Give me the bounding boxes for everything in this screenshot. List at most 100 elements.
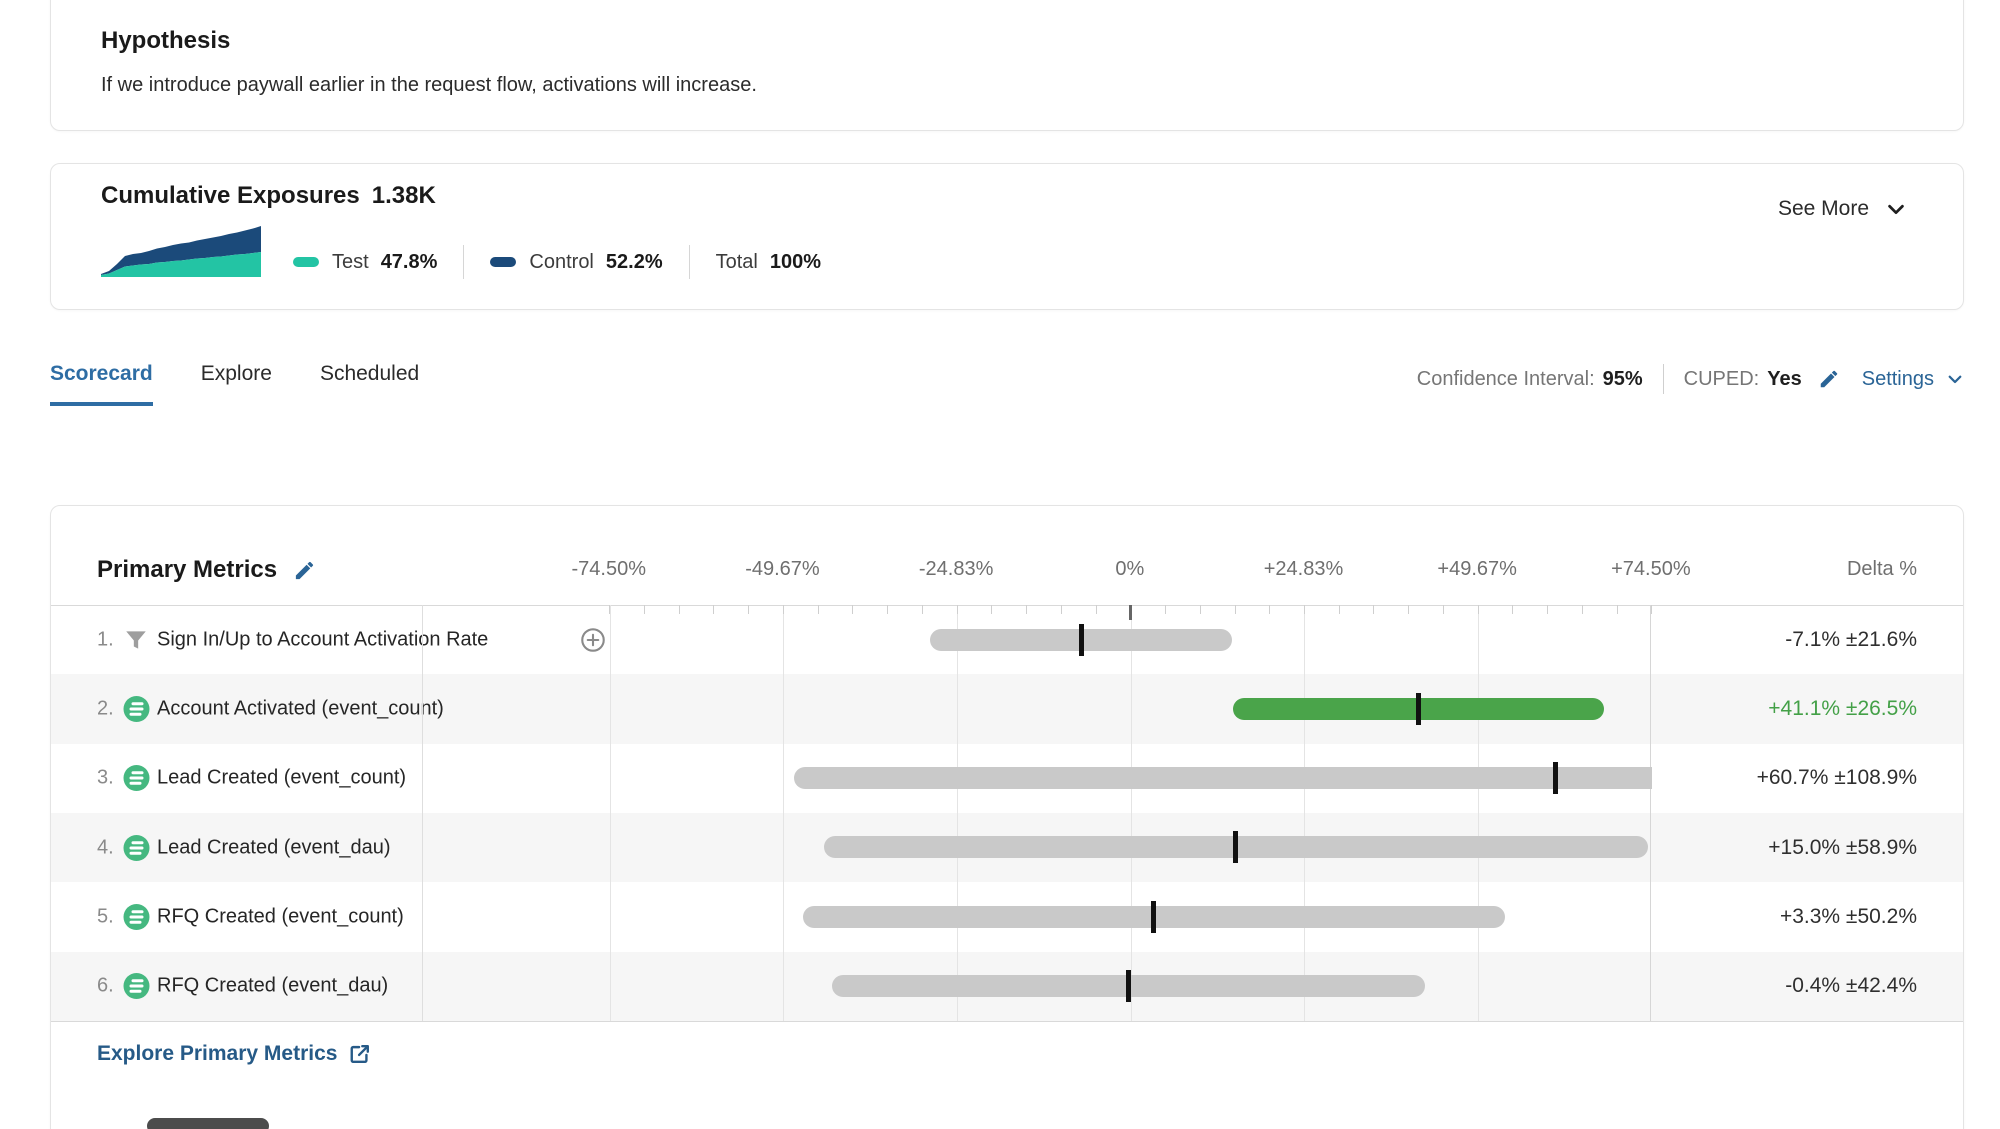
metric-delta-value: +41.1% ±26.5%: [1768, 696, 1917, 720]
metric-delta-value: +60.7% ±108.9%: [1756, 766, 1917, 790]
test-area: [101, 252, 261, 277]
control-legend-pill: [490, 257, 517, 267]
control-legend-label: Control: [529, 250, 594, 273]
metric-row-number: 2.: [97, 697, 114, 720]
confidence-interval-bar-row: [423, 813, 1650, 882]
metric-row-number: 6.: [97, 974, 114, 997]
funnel-metric-icon: [123, 627, 149, 653]
metric-row[interactable]: 1. Sign In/Up to Account Activation Rate -…: [51, 605, 1963, 674]
gridline: [783, 605, 785, 1021]
ruler-tick: [1512, 605, 1514, 614]
delta-mean-tick: [1233, 831, 1239, 864]
ruler-tick: [817, 605, 819, 614]
metric-name: Lead Created (event_count): [157, 766, 407, 789]
hypothesis-card: Hypothesis If we introduce paywall earli…: [50, 0, 1964, 131]
metric-delta-value: -7.1% ±21.6%: [1785, 627, 1917, 651]
test-legend-label: Test: [332, 250, 369, 273]
metric-row[interactable]: 3. Lead Created (event_count) +60.7% ±108.…: [51, 744, 1963, 813]
exposures-legend: Test 47.8% Control 52.2% Total 100%: [293, 242, 821, 282]
axis-tick-label: 0%: [1115, 558, 1145, 580]
ruler-tick: [782, 605, 784, 614]
horizontal-scrollbar-thumb[interactable]: [147, 1118, 269, 1129]
ruler-tick: [1234, 605, 1236, 614]
total-legend-value: 100%: [769, 250, 822, 273]
delta-mean-tick: [1151, 900, 1157, 933]
metric-name: RFQ Created (event_count): [157, 905, 404, 928]
cuped-value: Yes: [1767, 367, 1802, 390]
ruler-tick: [1338, 605, 1340, 614]
edit-settings-pencil-icon[interactable]: [1818, 368, 1840, 390]
delta-mean-tick: [1078, 623, 1084, 656]
control-legend-value: 52.2%: [605, 250, 663, 273]
settings-dropdown[interactable]: Settings: [1862, 368, 1964, 391]
ruler-tick: [852, 605, 854, 614]
cuped-label: CUPED:: [1683, 367, 1760, 390]
gridline: [1304, 605, 1306, 1021]
ruler-tick: [609, 605, 611, 614]
ruler-tick: [1442, 605, 1444, 614]
metric-row[interactable]: 5. RFQ Created (event_count) +3.3% ±50.2%: [51, 882, 1963, 951]
test-legend-value: 47.8%: [380, 250, 438, 273]
event-metric-icon: [123, 834, 150, 861]
metric-row-number: 5.: [97, 905, 114, 928]
explore-primary-metrics-link[interactable]: Explore Primary Metrics: [97, 1042, 371, 1066]
axis-tick-label: -74.50%: [571, 558, 647, 580]
metric-name: Account Activated (event_count): [157, 697, 444, 720]
exposures-title-text: Cumulative Exposures: [101, 182, 360, 209]
confidence-interval-chart: [422, 605, 1653, 1021]
axis-tick-label: +49.67%: [1437, 558, 1517, 580]
metric-name: RFQ Created (event_dau): [157, 974, 389, 997]
confidence-interval-bar-row: [423, 674, 1650, 743]
exposures-sparkline-chart: [101, 226, 261, 277]
confidence-interval-bar[interactable]: [793, 767, 1652, 790]
confidence-interval-label: Confidence Interval:: [1416, 367, 1595, 390]
metric-delta-value: +3.3% ±50.2%: [1779, 904, 1917, 928]
axis-tick-label: +24.83%: [1263, 558, 1344, 580]
ruler-tick: [1129, 605, 1133, 620]
tab-scheduled[interactable]: Scheduled: [319, 362, 420, 385]
ruler-tick: [921, 605, 923, 614]
gridline: [1478, 605, 1480, 1021]
legend-divider: [688, 245, 690, 279]
hypothesis-text: If we introduce paywall earlier in the r…: [101, 74, 757, 96]
gridline: [609, 605, 611, 1021]
delta-mean-tick: [1125, 970, 1131, 1003]
event-metric-icon: [123, 695, 150, 722]
delta-axis-labels: -74.50% -49.67% -24.83% 0% +24.83% +49.67% +74…: [422, 558, 1691, 588]
control-area: [101, 226, 261, 275]
ruler-tick: [1477, 605, 1479, 614]
confidence-interval-value: 95%: [1602, 367, 1643, 390]
primary-metrics-header: Primary Metrics: [97, 556, 316, 584]
gridline: [957, 605, 959, 1021]
hypothesis-title: Hypothesis: [101, 27, 231, 54]
circle-plus-icon[interactable]: [579, 626, 607, 654]
ruler-tick: [1269, 605, 1271, 614]
delta-mean-tick: [1552, 762, 1558, 795]
chevron-down-icon: [1946, 370, 1964, 388]
ruler-tick: [748, 605, 750, 614]
tab-scorecard[interactable]: Scorecard: [50, 362, 153, 406]
metric-name: Lead Created (event_dau): [157, 836, 391, 859]
confidence-interval-bar-row: [423, 882, 1650, 951]
axis-tick-label: -24.83%: [918, 558, 994, 580]
ruler-tick: [1408, 605, 1410, 614]
gridline: [1130, 605, 1132, 1021]
metric-delta-value: -0.4% ±42.4%: [1785, 974, 1917, 998]
see-more-button[interactable]: See More: [1778, 197, 1907, 221]
metric-row[interactable]: 2. Account Activated (event_count) +41.1% …: [51, 674, 1963, 744]
see-more-label: See More: [1777, 197, 1869, 220]
divider: [1662, 364, 1664, 394]
settings-label: Settings: [1861, 367, 1934, 390]
ruler-tick: [991, 605, 993, 614]
metric-row-number: 3.: [97, 766, 114, 789]
table-bottom-border: [51, 1021, 1963, 1022]
ruler-tick: [1165, 605, 1167, 614]
confidence-interval-bar-row: [423, 952, 1650, 1021]
ruler-tick: [887, 605, 889, 614]
legend-divider: [463, 245, 465, 279]
edit-metrics-pencil-icon[interactable]: [293, 559, 316, 582]
confidence-interval-bar-row: [423, 744, 1652, 813]
test-legend-pill: [293, 257, 319, 267]
tab-explore[interactable]: Explore: [200, 362, 272, 385]
external-link-icon: [349, 1043, 371, 1065]
